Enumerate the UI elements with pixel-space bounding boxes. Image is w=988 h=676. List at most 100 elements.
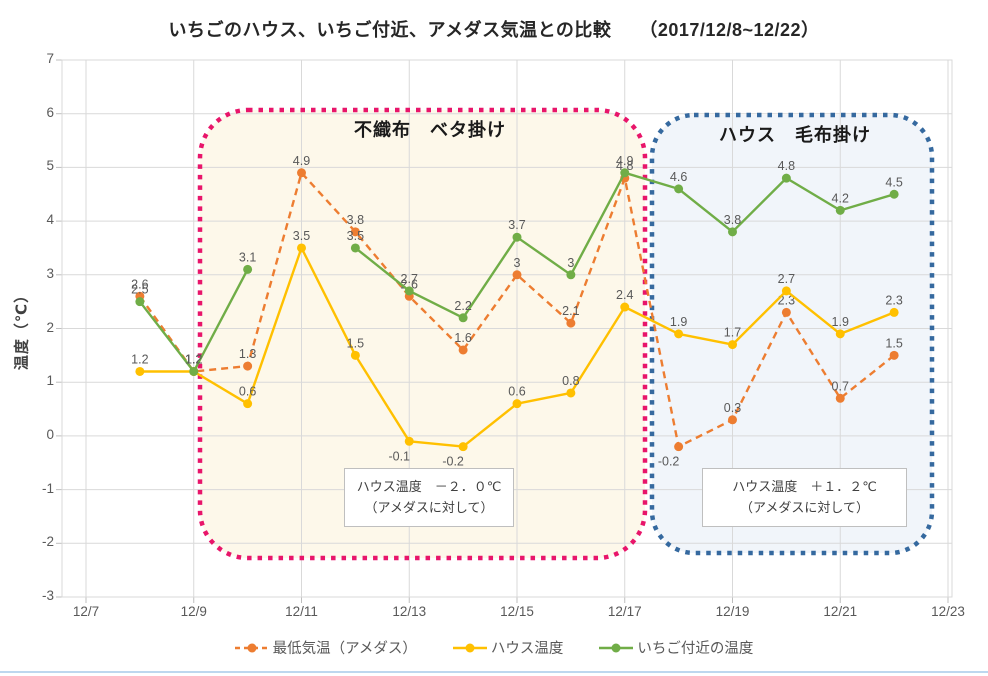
series-min-temp-amedas: 2.61.2 1.34.93.82.61.632.14.8-0.20.32.30.… [131,154,903,469]
region-label-nonwoven-cover: 不織布 ベタ掛け [354,120,506,140]
note-nonwoven-line2: （アメダスに対して） [364,499,494,515]
data-point-marker [135,366,145,376]
data-point-marker [781,173,791,183]
data-label: 3.5 [347,229,364,243]
note-box-nonwoven: ハウス温度 －２．０℃ （アメダスに対して） [344,468,514,527]
legend-item-near-strawberry-temp[interactable]: いちご付近の温度 [599,637,753,658]
legend-label: いちご付近の温度 [637,641,754,657]
data-label: 1.2 [185,352,202,366]
data-point-marker [728,340,737,350]
data-label: 2.5 [131,283,148,297]
y-tick-label: -3 [41,588,54,603]
data-label: 4.2 [832,191,849,205]
legend-marker-icon [452,643,487,652]
data-label: 0.6 [239,385,256,399]
data-label: 3 [514,256,521,270]
data-label: 3.5 [293,229,310,243]
data-label: 1.7 [724,326,741,340]
data-point-marker [889,307,899,317]
chart-title: いちごのハウス、いちご付近、アメダス気温との比較 （2017/12/8~12/2… [168,20,820,40]
data-point-marker [674,184,684,194]
data-label: 4.8 [778,159,795,173]
data-label: 0.6 [508,385,525,399]
data-label: 4.5 [885,175,902,189]
y-tick-label: 3 [46,265,54,281]
data-point-marker [458,442,468,452]
data-label: 4.8 [616,159,633,173]
data-point-marker [135,297,145,307]
data-point-marker [512,270,522,280]
x-tick-label: 12/19 [715,604,750,619]
data-label: -0.2 [442,455,464,469]
data-point-marker [728,415,737,425]
data-label: 2.7 [778,272,795,286]
x-tick-label: 12/23 [931,604,965,619]
data-point-marker [781,307,791,317]
data-label: 1.6 [454,331,471,345]
y-tick-label: 4 [46,212,54,228]
data-point-marker [243,361,253,371]
legend-marker-icon [234,643,269,652]
data-label: 3.8 [347,213,364,227]
note-box-house: ハウス温度 ＋１．２℃ （アメダスに対して） [702,468,907,527]
data-point-marker [835,329,845,339]
data-point-marker [674,442,684,452]
data-point-marker [781,286,791,296]
data-point-marker [566,388,576,398]
y-tick-label: 2 [46,319,54,335]
data-label: 2.1 [562,304,579,318]
region-nonwoven-cover-border [197,107,648,561]
data-point-marker [835,205,845,215]
data-label: 4.6 [670,170,687,184]
series-near-strawberry-temp: 2.5 1.2 3.1 3.5 2.7 2.2 3.7 3 4.9 4.6 3.8 4.8 4.2 4.5 [131,154,903,376]
note-house-line2: （アメダスに対して） [740,499,869,515]
x-tick-label: 12/17 [607,604,642,619]
data-label: 4.9 [616,154,633,168]
data-label: 2.2 [454,299,471,313]
y-tick-label: 5 [46,158,54,174]
data-point-marker [512,232,522,242]
data-label: 3.8 [724,213,741,227]
data-label: 0.7 [832,379,849,393]
x-tick-label: 12/21 [823,604,858,619]
legend-item-min-temp-amedas[interactable]: 最低気温（アメダス） [234,637,417,658]
region-nonwoven-cover-fill [200,110,645,558]
legend-item-house-temp[interactable]: ハウス温度 [452,637,564,658]
legend-label: ハウス温度 [490,641,564,657]
region-label-house-blanket: ハウス 毛布掛け [719,125,871,145]
plot-area: 2.61.2 1.34.93.82.61.632.14.8-0.20.32.30.… [56,59,953,603]
data-point-marker [404,286,414,296]
data-label: 1.5 [347,336,364,350]
x-tick-label: 12/11 [285,604,318,619]
series-line [138,171,895,448]
note-house-line1: ハウス温度 ＋１．２℃ [732,479,877,495]
data-point-marker [404,436,414,446]
x-tick-label: 12/9 [180,604,207,619]
legend-marker-icon [599,643,634,652]
data-point-marker [674,329,684,339]
data-label: 0.3 [724,401,741,415]
legend-label: 最低気温（アメダス） [272,641,417,657]
data-point-marker [297,243,306,253]
data-label: 1.2 [131,352,148,366]
data-point-marker [566,318,576,328]
x-tick-label: 12/13 [392,604,427,619]
data-point-marker [835,393,845,403]
region-house-blanket-border [649,112,935,556]
y-tick-label: -1 [41,480,54,496]
data-point-marker [458,313,468,323]
data-point-marker [243,399,253,409]
y-tick-label: -2 [41,534,54,550]
data-label: 2.7 [401,272,418,286]
data-point-marker [728,227,737,237]
data-point-marker [458,345,468,355]
data-label: 2.4 [616,288,633,302]
data-label: 2.6 [131,277,148,291]
data-point-marker [350,350,360,360]
x-tick-label: 12/7 [72,604,100,619]
data-point-marker [889,189,899,199]
data-label: 0.8 [562,374,579,388]
note-nonwoven-line1: ハウス温度 －２．０℃ [356,479,502,495]
data-label: 1.5 [885,336,902,350]
